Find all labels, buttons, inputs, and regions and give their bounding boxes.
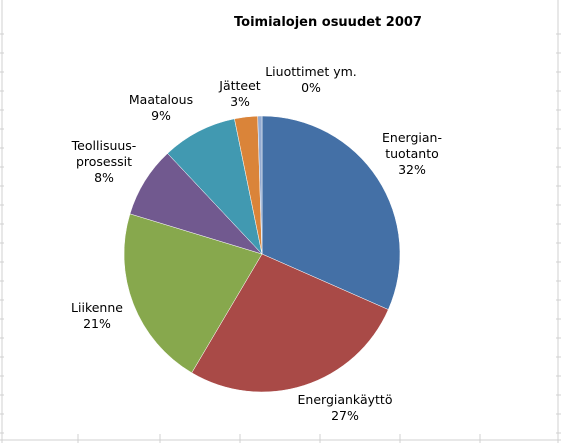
slice-name: Teollisuus- xyxy=(71,138,137,153)
slice-name: Liuottimet ym. xyxy=(265,64,357,79)
slice-label-1: Energiankäyttö 27% xyxy=(298,392,393,423)
slice-label-0: Energian-tuotanto 32% xyxy=(382,130,442,177)
slice-percent: 27% xyxy=(331,408,359,423)
chart-title: Toimialojen osuudet 2007 xyxy=(234,15,422,30)
pie-slice-6 xyxy=(257,115,263,255)
slice-percent: 3% xyxy=(230,94,250,109)
slice-name: Energiankäyttö xyxy=(298,392,393,407)
slice-label-4: Maatalous 9% xyxy=(129,92,193,123)
slice-labels: Energian-tuotanto 32% Energiankäyttö 27% Lii… xyxy=(71,64,442,423)
pie-slice-0 xyxy=(261,115,401,310)
pie-slices xyxy=(123,115,401,393)
slice-name: tuotanto xyxy=(385,146,439,161)
slice-name: Maatalous xyxy=(129,92,193,107)
slice-label-5: Jätteet 3% xyxy=(218,78,261,109)
slice-name: Energian- xyxy=(382,130,442,145)
slice-percent: 0% xyxy=(301,80,321,95)
slice-percent: 32% xyxy=(398,162,426,177)
slice-percent: 9% xyxy=(151,108,171,123)
pie-slice-1 xyxy=(191,253,389,393)
slice-name: Liikenne xyxy=(71,300,123,315)
slice-percent: 8% xyxy=(94,170,114,185)
slice-name: prosessit xyxy=(76,154,132,169)
slice-label-3: Teollisuus-prosessit 8% xyxy=(71,138,137,185)
slice-name: Jätteet xyxy=(218,78,261,93)
pie-slice-2 xyxy=(123,213,263,374)
slice-percent: 21% xyxy=(83,316,111,331)
slice-label-2: Liikenne 21% xyxy=(71,300,123,331)
slice-label-6: Liuottimet ym. 0% xyxy=(265,64,357,95)
